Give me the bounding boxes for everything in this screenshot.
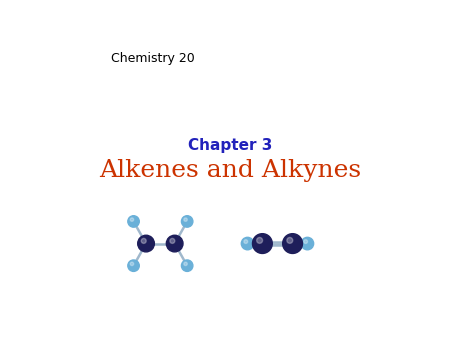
Circle shape [184, 218, 187, 221]
Circle shape [141, 238, 146, 243]
Text: Chapter 3: Chapter 3 [189, 139, 273, 153]
Circle shape [301, 237, 314, 250]
Circle shape [128, 260, 139, 271]
Circle shape [244, 240, 248, 243]
Text: Chemistry 20: Chemistry 20 [111, 52, 195, 65]
Circle shape [130, 218, 134, 221]
Circle shape [184, 262, 187, 266]
Circle shape [304, 240, 307, 243]
Circle shape [241, 237, 254, 250]
Circle shape [181, 260, 193, 271]
Circle shape [256, 237, 262, 243]
Text: Alkenes and Alkynes: Alkenes and Alkynes [99, 159, 362, 182]
Circle shape [166, 235, 183, 252]
Circle shape [138, 235, 154, 252]
Circle shape [252, 234, 272, 254]
Circle shape [170, 238, 175, 243]
Circle shape [283, 234, 302, 254]
Circle shape [130, 262, 134, 266]
Circle shape [287, 237, 293, 243]
Circle shape [128, 216, 139, 227]
Circle shape [181, 216, 193, 227]
